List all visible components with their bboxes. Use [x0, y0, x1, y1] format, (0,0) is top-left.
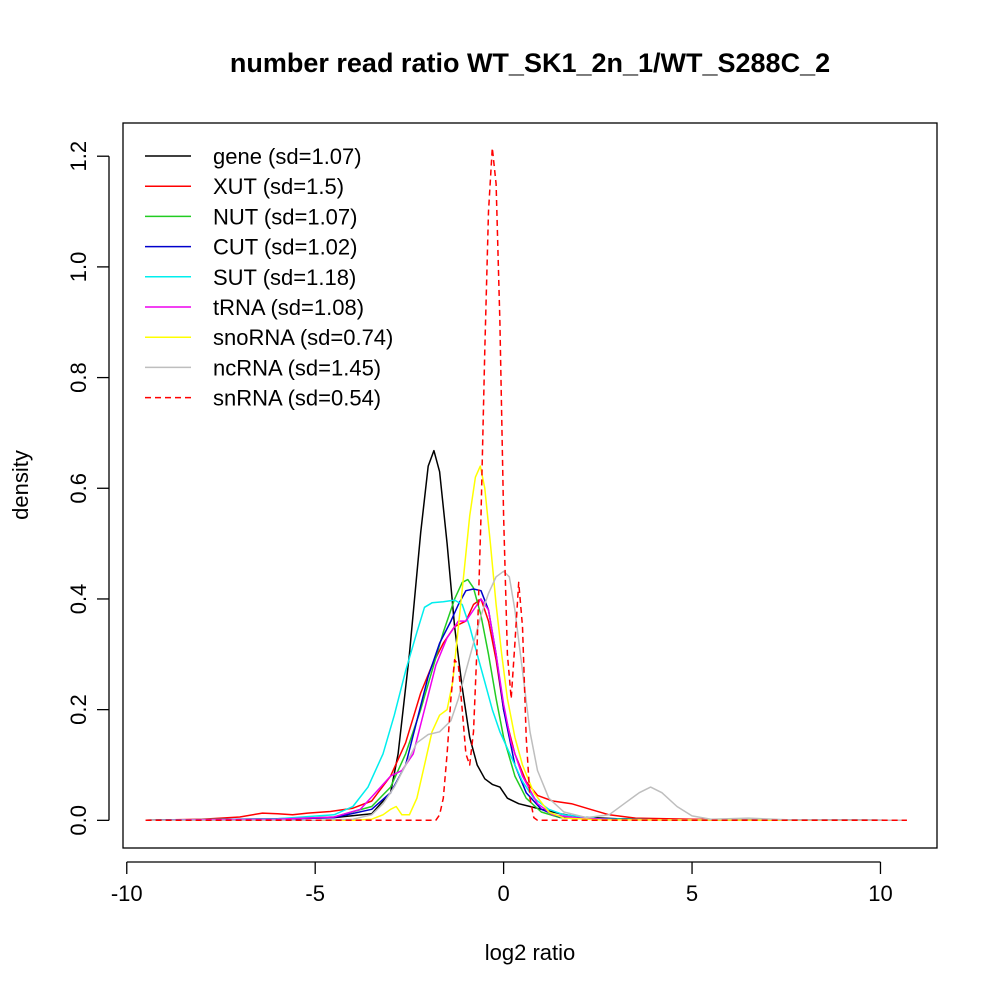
- y-axis-label: density: [8, 450, 33, 520]
- x-tick-label: 0: [497, 881, 509, 906]
- series-line-5: [145, 598, 907, 822]
- legend: gene (sd=1.07) XUT (sd=1.5) NUT (sd=1.07) C…: [145, 144, 393, 411]
- y-tick-label: 1.2: [66, 141, 91, 172]
- x-tick-label: -10: [111, 881, 143, 906]
- y-tick-label: 0.2: [66, 694, 91, 725]
- series-line-8: [145, 147, 907, 822]
- chart-title: number read ratio WT_SK1_2n_1/WT_S288C_2: [230, 48, 830, 78]
- x-axis-label: log2 ratio: [485, 940, 576, 965]
- legend-label: CUT (sd=1.02): [213, 235, 357, 260]
- series-line-4: [145, 599, 907, 822]
- y-tick-label: 0.0: [66, 805, 91, 836]
- legend-label: SUT (sd=1.18): [213, 265, 356, 290]
- legend-label: snoRNA (sd=0.74): [213, 325, 393, 350]
- legend-label: snRNA (sd=0.54): [213, 386, 381, 411]
- x-tick-label: -5: [305, 881, 325, 906]
- series-line-2: [145, 578, 907, 822]
- y-tick-label: 0.6: [66, 473, 91, 504]
- series-line-3: [145, 588, 907, 822]
- x-tick-label: 10: [868, 881, 892, 906]
- series-layer: [145, 147, 907, 822]
- x-axis: -10 -5 0 5 10: [111, 861, 893, 906]
- legend-label: ncRNA (sd=1.45): [213, 355, 381, 380]
- series-line-7: [145, 570, 907, 822]
- y-axis: 0.0 0.2 0.4 0.6 0.8 1.0 1.2: [66, 141, 110, 836]
- y-tick-label: 0.8: [66, 362, 91, 393]
- legend-label: NUT (sd=1.07): [213, 204, 357, 229]
- y-tick-label: 0.4: [66, 584, 91, 615]
- plot-frame: [122, 122, 938, 849]
- series-line-0: [145, 449, 907, 822]
- y-tick-label: 1.0: [66, 252, 91, 283]
- legend-label: XUT (sd=1.5): [213, 174, 344, 199]
- x-tick-label: 5: [686, 881, 698, 906]
- legend-label: tRNA (sd=1.08): [213, 295, 364, 320]
- legend-label: gene (sd=1.07): [213, 144, 362, 169]
- series-line-6: [145, 465, 907, 822]
